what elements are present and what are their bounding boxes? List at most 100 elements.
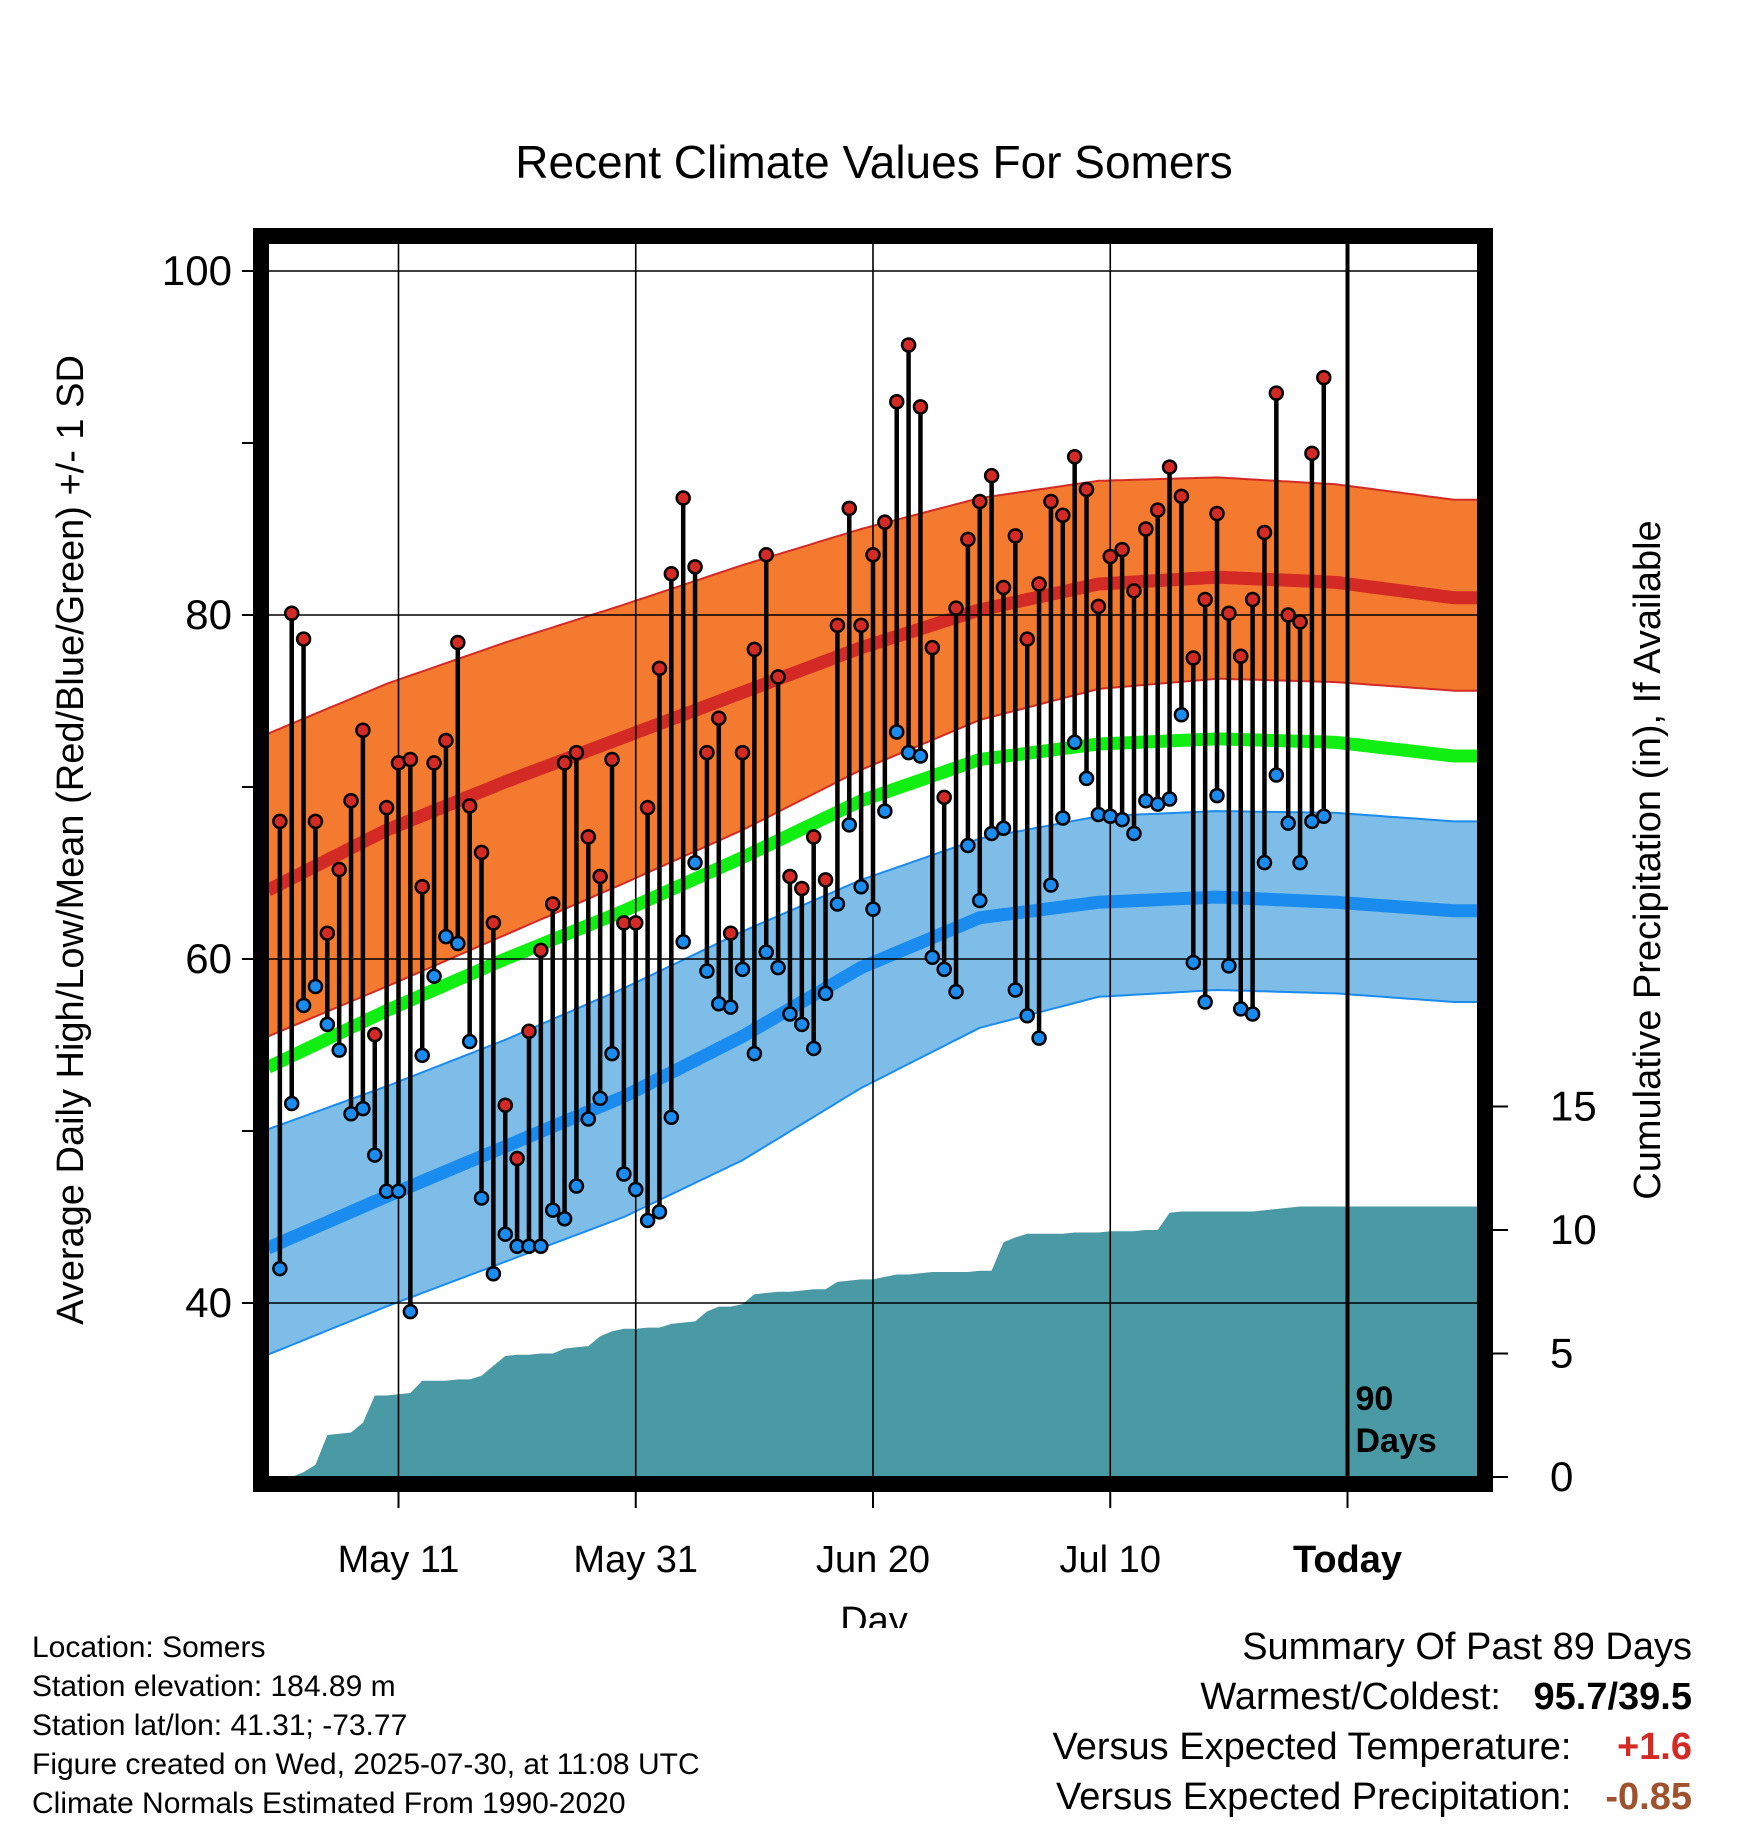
y-axis-left-title: Average Daily High/Low/Mean (Red/Blue/Gr… <box>50 355 92 1325</box>
daily-high-point <box>1268 385 1285 401</box>
daily-high-point <box>853 617 869 634</box>
daily-low-point <box>1185 954 1202 971</box>
daily-high-point <box>568 744 585 761</box>
daily-high-point <box>544 896 561 912</box>
warmest-coldest-value: 95.7/39.5 <box>1533 1676 1692 1718</box>
daily-low-point <box>1268 767 1285 783</box>
daily-high-point <box>1280 607 1296 623</box>
temp-anomaly-label: Versus Expected Temperature: <box>1052 1726 1572 1768</box>
chart-title: Recent Climate Values For Somers <box>515 136 1233 188</box>
daily-low-point <box>627 1181 644 1198</box>
daily-high-point <box>711 710 727 726</box>
daily-low-point <box>912 748 929 764</box>
daily-high-point <box>497 1097 514 1113</box>
daily-high-point <box>1292 614 1308 630</box>
daily-high-point <box>414 879 430 895</box>
y-left-tick-label: 80 <box>185 591 232 638</box>
daily-high-point <box>734 744 751 761</box>
x-tick-label: Jun 20 <box>816 1539 930 1581</box>
y-left-tick-label: 100 <box>162 247 232 294</box>
daily-high-point <box>627 915 644 931</box>
daily-low-point <box>960 837 976 854</box>
daily-low-point <box>651 1204 668 1220</box>
daily-high-point <box>782 868 798 885</box>
daily-high-point <box>1102 548 1119 565</box>
daily-low-point <box>794 1016 810 1033</box>
plot-area: 90 Days <box>268 243 1478 1477</box>
daily-low-point <box>568 1178 585 1194</box>
daily-high-point <box>995 579 1012 596</box>
daily-high-point <box>295 631 312 647</box>
warmest-coldest-row: Warmest/Coldest: 95.7/39.5 <box>1053 1672 1692 1722</box>
daily-high-point <box>1185 650 1202 666</box>
daily-low-point <box>1221 958 1237 974</box>
daily-low-point <box>355 1100 371 1117</box>
daily-high-point <box>663 565 680 582</box>
daily-high-point <box>865 547 881 563</box>
daily-high-point <box>402 751 419 768</box>
daily-low-point <box>616 1166 632 1182</box>
daily-high-point <box>829 617 846 634</box>
daily-high-point <box>1090 598 1107 615</box>
daily-high-point <box>1114 541 1130 558</box>
daily-high-point <box>841 500 858 517</box>
daily-low-point <box>1256 854 1273 871</box>
daily-high-point <box>1007 528 1024 544</box>
climate-chart: Recent Climate Values For Somers 90 Days 4… <box>50 136 1669 1628</box>
daily-high-point <box>722 925 739 941</box>
station-elevation: Station elevation: 184.89 m <box>32 1670 396 1703</box>
daily-low-point <box>758 944 774 960</box>
y-left-tick-label: 60 <box>185 935 232 982</box>
daily-high-point <box>1173 488 1190 505</box>
daily-low-point <box>461 1033 478 1050</box>
daily-high-point <box>817 872 834 888</box>
daily-high-point <box>960 531 976 548</box>
daily-low-point <box>782 1006 798 1022</box>
daily-high-point <box>1019 631 1035 647</box>
plot-frame <box>253 228 1493 1492</box>
x-axis-title: Day <box>840 1600 908 1628</box>
daily-low-point <box>283 1095 300 1112</box>
daily-low-point <box>663 1109 680 1125</box>
daily-high-point <box>485 915 502 931</box>
daily-high-point <box>936 789 952 806</box>
daily-low-point <box>829 896 846 912</box>
daily-high-point <box>604 751 620 768</box>
daily-high-point <box>509 1150 525 1167</box>
daily-low-point <box>544 1202 561 1218</box>
daily-low-point <box>438 928 454 945</box>
today-days-label-unit: Days <box>1356 1422 1437 1460</box>
daily-low-point <box>1197 994 1213 1010</box>
daily-low-point <box>1280 815 1296 831</box>
daily-high-point <box>877 514 893 530</box>
daily-low-point <box>1007 982 1024 998</box>
daily-low-point <box>1316 808 1332 824</box>
summary-panel: Summary Of Past 89 Days Warmest/Coldest:… <box>1053 1622 1692 1822</box>
daily-low-point <box>533 1238 549 1254</box>
daily-low-point <box>1043 877 1059 893</box>
daily-high-point <box>972 493 988 510</box>
precip-anomaly-label: Versus Expected Precipitation: <box>1056 1776 1572 1818</box>
daily-high-point <box>1126 583 1142 599</box>
y-right-tick-label: 10 <box>1550 1206 1597 1253</box>
daily-high-point <box>307 813 324 830</box>
daily-high-point <box>461 798 478 814</box>
station-latlon: Station lat/lon: 41.31; -73.77 <box>32 1709 408 1742</box>
daily-low-point <box>888 724 905 740</box>
summary-heading: Summary Of Past 89 Days <box>1242 1626 1692 1668</box>
x-tick-label: Jul 10 <box>1060 1539 1161 1581</box>
station-info: Location: Somers Station elevation: 184.… <box>32 1628 700 1823</box>
y-axis-right-title: Cumulative Precipitation (in), If Availa… <box>1627 520 1669 1199</box>
daily-low-point <box>580 1111 597 1127</box>
daily-high-point <box>283 605 300 622</box>
x-tick-label: Today <box>1293 1539 1402 1581</box>
daily-high-point <box>1232 648 1249 665</box>
today-days-label-number: 90 <box>1356 1380 1394 1418</box>
daily-high-point <box>912 399 929 415</box>
daily-low-point <box>770 959 786 976</box>
daily-high-point <box>343 793 359 809</box>
daily-low-point <box>331 1042 347 1058</box>
daily-low-point <box>1292 854 1308 871</box>
daily-low-point <box>639 1212 656 1229</box>
daily-high-point <box>805 829 822 845</box>
